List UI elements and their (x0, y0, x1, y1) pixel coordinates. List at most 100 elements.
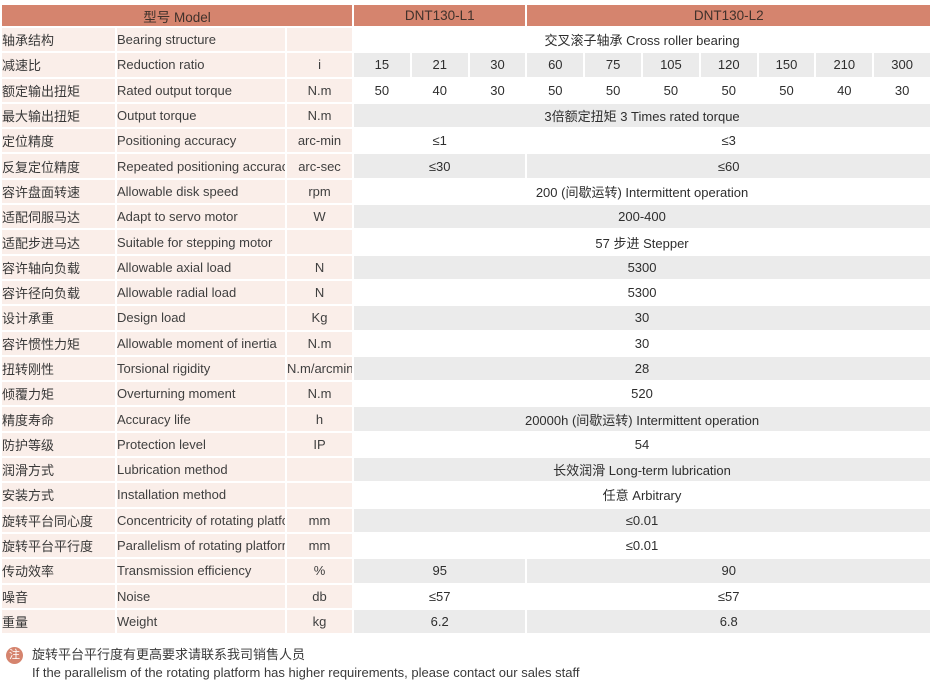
row-unit: N.m (284, 101, 355, 130)
table-row: 适配伺服马达 Adapt to servo motor W 200-400 (0, 203, 930, 231)
row-label-en: Installation method (115, 481, 287, 509)
row-value-l2: ≤3 (525, 127, 930, 155)
row-value: ≤0.01 (352, 506, 930, 534)
note-badge-icon: 注 (6, 647, 23, 665)
row-value-l1: 95 (352, 557, 528, 585)
row-label-en: Positioning accuracy (115, 127, 287, 155)
row-label-en: Noise (115, 582, 287, 610)
table-row: 防护等级 Protection level IP 54 (0, 430, 930, 459)
row-unit: W (284, 203, 355, 231)
row-value-l1: 6.2 (352, 607, 528, 636)
table-row: 安装方式 Installation method 任意 Arbitrary (0, 481, 930, 509)
row-value: 60 (525, 51, 586, 79)
row-value-l1: ≤1 (352, 127, 528, 155)
row-unit: N.m (284, 76, 355, 104)
row-label-en: Allowable moment of inertia (115, 329, 287, 357)
table-row: 额定输出扭矩 Rated output torque N.m 50 40 30 … (0, 76, 930, 104)
row-value: 54 (352, 430, 930, 459)
table-row: 定位精度 Positioning accuracy arc-min ≤1 ≤3 (0, 127, 930, 155)
row-label-en: Protection level (115, 430, 287, 459)
table-row: 容许轴向负载 Allowable axial load N 5300 (0, 253, 930, 281)
row-label-cn: 旋转平台同心度 (0, 506, 117, 534)
row-unit: i (284, 51, 355, 79)
row-value: 15 (352, 51, 412, 79)
row-unit: rpm (284, 177, 355, 206)
row-value-l2: 6.8 (525, 607, 930, 636)
row-value-l1: ≤57 (352, 582, 528, 610)
row-value: 50 (525, 76, 586, 104)
table-row: 适配步进马达 Suitable for stepping motor 57 步进… (0, 228, 930, 256)
row-unit: N (284, 278, 355, 307)
row-unit: N (284, 253, 355, 281)
row-unit: mm (284, 531, 355, 560)
note-line-cn: 旋转平台平行度有更高要求请联系我司销售人员 (32, 647, 306, 663)
row-label-en: Suitable for stepping motor (115, 228, 287, 256)
row-label-en: Allowable disk speed (115, 177, 287, 206)
table-row: 最大输出扭矩 Output torque N.m 3倍额定扭矩 3 Times … (0, 101, 930, 130)
row-unit (284, 228, 355, 256)
row-label-cn: 容许盘面转速 (0, 177, 117, 206)
model-header: 型号 Model (0, 3, 355, 28)
row-label-cn: 倾覆力矩 (0, 380, 117, 408)
row-value: 50 (641, 76, 701, 104)
row-label-cn: 旋转平台平行度 (0, 531, 117, 560)
row-value: 105 (641, 51, 701, 79)
row-label-en: Torsional rigidity (115, 354, 287, 383)
row-value: 30 (352, 329, 930, 357)
row-unit: N.m (284, 380, 355, 408)
row-unit: mm (284, 506, 355, 534)
table-row: 扭转刚性 Torsional rigidity N.m/arcmin 28 (0, 354, 930, 383)
row-label-cn: 最大输出扭矩 (0, 101, 117, 130)
row-label-en: Design load (115, 304, 287, 332)
row-label-cn: 反复定位精度 (0, 152, 117, 180)
row-value-l2: ≤57 (525, 582, 930, 610)
row-label-cn: 额定输出扭矩 (0, 76, 117, 104)
note-line-en: If the parallelism of the rotating platf… (32, 664, 580, 680)
row-label-en: Rated output torque (115, 76, 287, 104)
row-label-cn: 精度寿命 (0, 405, 117, 433)
row-value: 30 (467, 76, 528, 104)
row-value: 30 (467, 51, 528, 79)
row-value: 30 (352, 304, 930, 332)
row-value: 150 (756, 51, 817, 79)
row-unit (284, 481, 355, 509)
row-label-cn: 容许轴向负载 (0, 253, 117, 281)
row-value: 40 (409, 76, 470, 104)
row-label-cn: 润滑方式 (0, 456, 117, 484)
row-label-cn: 设计承重 (0, 304, 117, 332)
row-value: 50 (583, 76, 644, 104)
row-value: 3倍额定扭矩 3 Times rated torque (352, 101, 930, 130)
row-value: 200 (间歇运转) Intermittent operation (352, 177, 930, 206)
table-row: 减速比 Reduction ratio i 15 21 30 60 75 105… (0, 51, 930, 79)
table-row: 容许盘面转速 Allowable disk speed rpm 200 (间歇运… (0, 177, 930, 206)
row-label-en: Accuracy life (115, 405, 287, 433)
row-unit: N.m/arcmin (284, 354, 355, 383)
row-label-en: Reduction ratio (115, 51, 287, 79)
row-value: 长效润滑 Long-term lubrication (352, 456, 930, 484)
row-value: ≤0.01 (352, 531, 930, 560)
row-value: 28 (352, 354, 930, 383)
row-label-cn: 容许惯性力矩 (0, 329, 117, 357)
table-row: 噪音 Noise db ≤57 ≤57 (0, 582, 930, 610)
row-value-l2: 90 (525, 557, 930, 585)
row-label-cn: 扭转刚性 (0, 354, 117, 383)
row-value: 40 (814, 76, 875, 104)
row-value: 21 (409, 51, 470, 79)
row-unit: kg (284, 607, 355, 636)
row-label-cn: 安装方式 (0, 481, 117, 509)
row-label-cn: 噪音 (0, 582, 117, 610)
row-label-cn: 轴承结构 (0, 25, 117, 54)
row-label-cn: 定位精度 (0, 127, 117, 155)
row-label-en: Parallelism of rotating platform (115, 531, 287, 560)
row-label-cn: 适配步进马达 (0, 228, 117, 256)
row-label-cn: 容许径向负载 (0, 278, 117, 307)
table-row: 传动效率 Transmission efficiency % 95 90 (0, 557, 930, 585)
row-value: 210 (814, 51, 875, 79)
row-label-cn: 防护等级 (0, 430, 117, 459)
row-unit: N.m (284, 329, 355, 357)
row-label-cn: 适配伺服马达 (0, 203, 117, 231)
row-value: 300 (872, 51, 930, 79)
table-row: 旋转平台同心度 Concentricity of rotating platfo… (0, 506, 930, 534)
row-unit: % (284, 557, 355, 585)
row-value-l2: ≤60 (525, 152, 930, 180)
